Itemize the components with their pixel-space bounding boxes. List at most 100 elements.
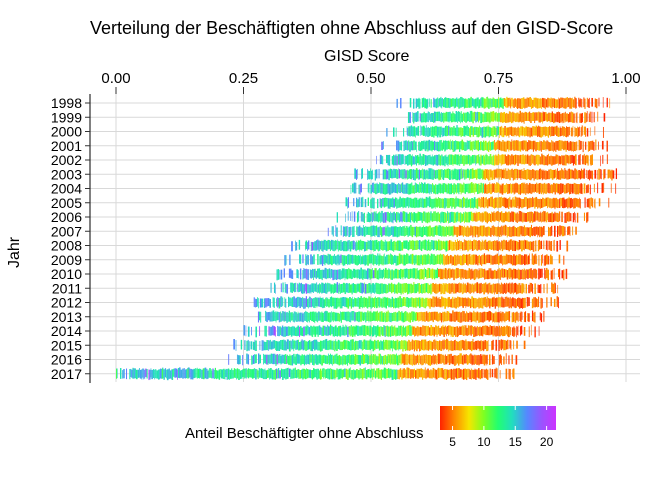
heatmap-stripe <box>380 369 382 380</box>
heatmap-stripe <box>463 212 465 221</box>
heatmap-stripe <box>422 113 424 123</box>
heatmap-stripe <box>537 284 539 293</box>
heatmap-stripe <box>428 327 431 336</box>
heatmap-stripe <box>292 283 295 292</box>
heatmap-stripe <box>271 369 274 380</box>
heatmap-stripe <box>526 155 527 164</box>
heatmap-stripe <box>435 111 437 122</box>
heatmap-stripe <box>438 225 440 236</box>
heatmap-stripe <box>486 184 488 194</box>
heatmap-stripe <box>423 111 425 123</box>
heatmap-stripe <box>247 368 250 379</box>
heatmap-stripe <box>408 255 411 264</box>
heatmap-stripe <box>382 141 384 150</box>
heatmap-stripe <box>439 354 441 364</box>
heatmap-stripe <box>557 297 559 309</box>
heatmap-stripe <box>282 354 284 364</box>
heatmap-stripe <box>518 210 520 222</box>
heatmap-stripe <box>386 212 388 221</box>
heatmap-stripe <box>535 240 537 252</box>
heatmap-stripe <box>395 241 397 251</box>
heatmap-stripe <box>539 140 541 151</box>
heatmap-stripe <box>253 368 255 378</box>
heatmap-stripe <box>460 269 462 280</box>
heatmap-stripe <box>543 126 545 135</box>
heatmap-stripe <box>470 225 472 236</box>
heatmap-stripe <box>440 312 443 323</box>
heatmap-stripe <box>479 370 482 380</box>
heatmap-stripe <box>528 126 530 136</box>
heatmap-stripe <box>560 127 562 137</box>
heatmap-stripe <box>450 98 453 107</box>
heatmap-stripe <box>372 341 375 352</box>
heatmap-stripe <box>516 154 518 164</box>
heatmap-stripe <box>259 326 261 336</box>
heatmap-stripe <box>349 241 352 252</box>
heatmap-stripe <box>430 112 432 122</box>
heatmap-stripe <box>466 225 468 237</box>
heatmap-stripe <box>144 369 146 379</box>
heatmap-stripe <box>286 367 289 379</box>
heatmap-stripe <box>475 169 478 180</box>
heatmap-stripe <box>345 213 346 223</box>
heatmap-stripe <box>378 341 381 351</box>
heatmap-stripe <box>464 254 467 264</box>
heatmap-stripe <box>444 127 445 136</box>
heatmap-stripe <box>538 111 540 123</box>
heatmap-stripe <box>442 312 444 323</box>
heatmap-stripe <box>274 312 275 321</box>
heatmap-stripe <box>319 296 321 307</box>
heatmap-stripe <box>404 340 407 352</box>
heatmap-stripe <box>528 169 531 180</box>
heatmap-stripe <box>535 269 538 279</box>
heatmap-stripe <box>462 340 465 351</box>
heatmap-stripe <box>464 113 466 122</box>
heatmap-stripe <box>475 312 477 323</box>
heatmap-stripe <box>434 198 436 209</box>
heatmap-stripe <box>496 111 497 121</box>
heatmap-stripe <box>332 240 334 252</box>
heatmap-stripe <box>406 282 408 293</box>
heatmap-stripe <box>589 127 591 136</box>
heatmap-stripe <box>457 111 460 122</box>
heatmap-stripe <box>516 269 518 279</box>
heatmap-stripe <box>533 126 535 136</box>
heatmap-stripe <box>307 242 309 251</box>
heatmap-stripe <box>513 225 515 237</box>
heatmap-stripe <box>347 283 349 294</box>
heatmap-stripe <box>345 226 347 237</box>
heatmap-stripe <box>504 240 506 250</box>
heatmap-stripe <box>540 254 543 266</box>
heatmap-stripe <box>285 326 288 337</box>
heatmap-stripe <box>382 241 384 251</box>
heatmap-stripe <box>328 355 330 365</box>
y-tick-label: 2008 <box>51 238 82 254</box>
heatmap-stripe <box>334 354 336 364</box>
heatmap-stripe <box>410 341 412 351</box>
heatmap-stripe <box>568 183 570 193</box>
heatmap-stripe <box>299 370 302 379</box>
heatmap-stripe <box>406 154 409 166</box>
heatmap-stripe <box>513 183 515 195</box>
heatmap-stripe <box>499 197 502 208</box>
heatmap-stripe <box>532 196 534 208</box>
heatmap-stripe <box>454 127 457 136</box>
heatmap-stripe <box>396 227 399 238</box>
heatmap-stripe <box>315 270 317 279</box>
heatmap-stripe <box>426 355 428 364</box>
heatmap-stripe <box>382 296 384 307</box>
heatmap-stripe <box>538 239 540 250</box>
heatmap-stripe <box>457 141 460 150</box>
heatmap-stripe <box>455 341 458 351</box>
heatmap-stripe <box>328 254 331 265</box>
heatmap-stripe <box>433 269 434 278</box>
heatmap-stripe <box>410 326 412 337</box>
heatmap-stripe <box>501 154 504 165</box>
heatmap-stripe <box>561 225 563 237</box>
heatmap-stripe <box>438 98 439 108</box>
heatmap-stripe <box>399 354 401 364</box>
heatmap-stripe <box>240 339 243 350</box>
heatmap-stripe <box>417 111 419 122</box>
heatmap-stripe <box>497 169 499 178</box>
heatmap-stripe <box>472 112 474 124</box>
